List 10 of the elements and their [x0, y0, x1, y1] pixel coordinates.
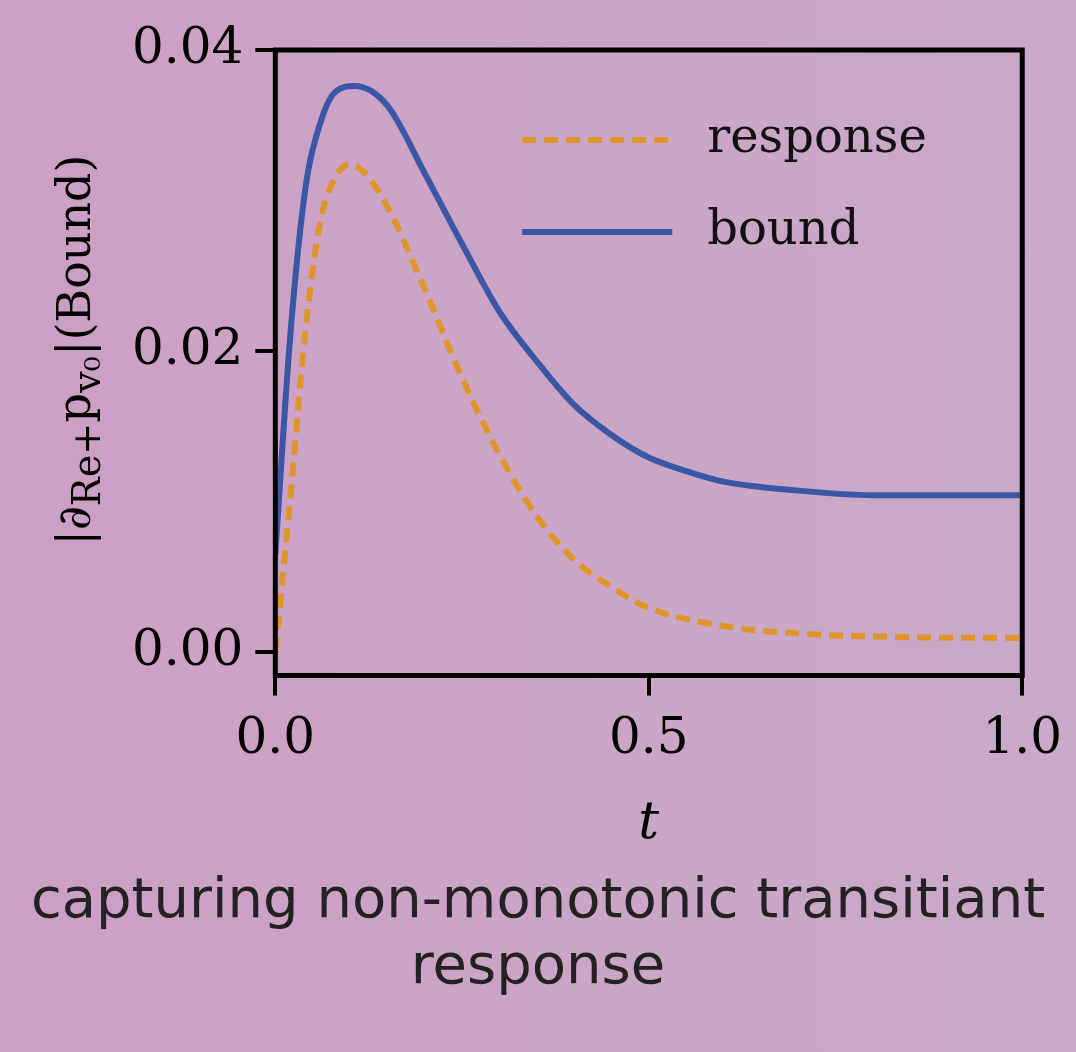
legend-label: response	[707, 107, 927, 164]
x-tick-label: 0.5	[609, 706, 689, 765]
y-tick-label: 0.04	[132, 16, 244, 75]
legend-label: bound	[707, 199, 860, 256]
x-axis-title: t	[638, 790, 660, 851]
x-tick-label: 1.0	[982, 706, 1063, 765]
text: capturing non-monotonic transitiant response	[29, 865, 1047, 997]
y-tick-label: 0.00	[132, 618, 244, 677]
x-tick-label: 0.0	[235, 706, 316, 765]
y-tick-label: 0.02	[132, 317, 244, 376]
